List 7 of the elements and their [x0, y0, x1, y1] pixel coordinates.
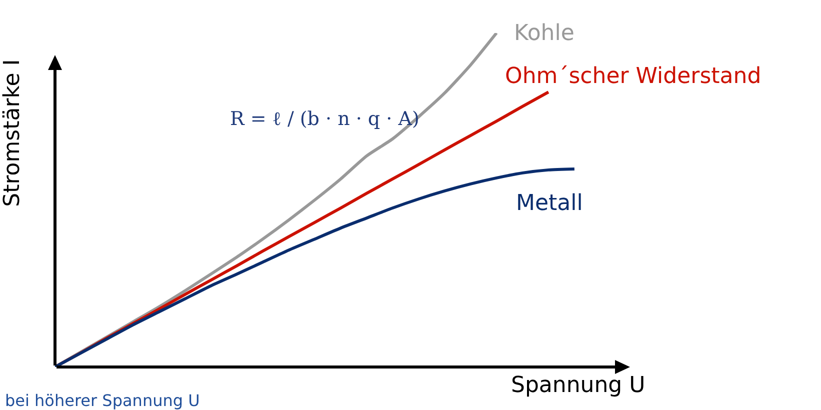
- series-label: Kohle: [514, 21, 574, 46]
- x-axis-title: Spannung U: [511, 373, 646, 398]
- series-label: Ohm´scher Widerstand: [505, 64, 762, 89]
- series-label: Metall: [516, 191, 583, 216]
- annotation: R = ℓ / (b · n · q · A): [230, 108, 420, 130]
- text: bei höherer Spannung U: [5, 391, 200, 410]
- y-axis-title: Stromstärke I: [0, 59, 26, 207]
